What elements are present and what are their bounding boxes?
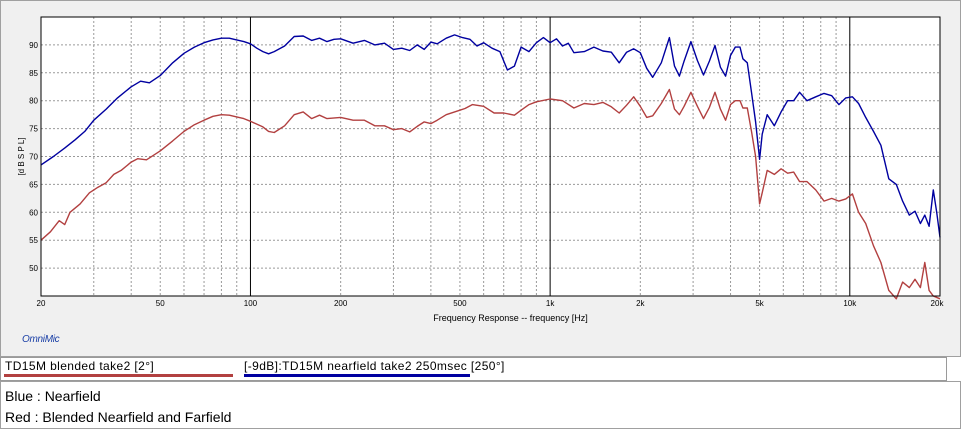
legend-swatch-red: [4, 374, 233, 377]
x-tick-label: 5k: [755, 299, 764, 308]
omnimic-brand-label: OmniMic: [22, 334, 60, 345]
frequency-response-chart: 50 55 60 65 70 75 80 85 90 20 50 100 200 500 1k 2k 5k 10k…: [17, 16, 945, 323]
series-line-nearfield: [40, 34, 941, 238]
x-tick-label: 20k: [931, 299, 945, 308]
x-tick-label: 100: [244, 299, 258, 308]
y-tick-label: 80: [29, 97, 38, 106]
x-tick-label: 500: [453, 299, 467, 308]
y-tick-label: 75: [29, 125, 38, 134]
x-tick-label: 50: [156, 299, 165, 308]
legend: TD15M blended take2 [2°] [-9dB]:TD15M ne…: [0, 357, 947, 381]
note-red-blended: Red : Blended Nearfield and Farfield: [5, 409, 232, 425]
y-tick-label: 70: [29, 153, 38, 162]
y-tick-label: 50: [29, 264, 38, 273]
x-tick-label: 20: [37, 299, 46, 308]
note-blue-nearfield: Blue : Nearfield: [5, 388, 101, 404]
x-tick-label: 2k: [636, 299, 645, 308]
y-tick-label: 60: [29, 208, 38, 217]
y-tick-label: 65: [29, 180, 38, 189]
legend-entry-nearfield: [-9dB]:TD15M nearfield take2 250msec [25…: [244, 359, 505, 373]
y-tick-label: 90: [29, 41, 38, 50]
series-line-blended: [40, 88, 941, 300]
legend-swatch-blue: [244, 374, 470, 377]
y-tick-label: 85: [29, 69, 38, 78]
legend-entry-blended: TD15M blended take2 [2°]: [5, 359, 155, 373]
x-axis-label: Frequency Response -- frequency [Hz]: [433, 313, 588, 323]
x-tick-label: 10k: [843, 299, 857, 308]
plot-border: [40, 16, 941, 297]
x-tick-label: 200: [334, 299, 348, 308]
y-tick-label: 55: [29, 236, 38, 245]
notes-panel: Blue : Nearfield Red : Blended Nearfield…: [0, 381, 961, 429]
x-tick-label: 1k: [546, 299, 555, 308]
y-axis-label: [d B S P L]: [17, 137, 26, 175]
